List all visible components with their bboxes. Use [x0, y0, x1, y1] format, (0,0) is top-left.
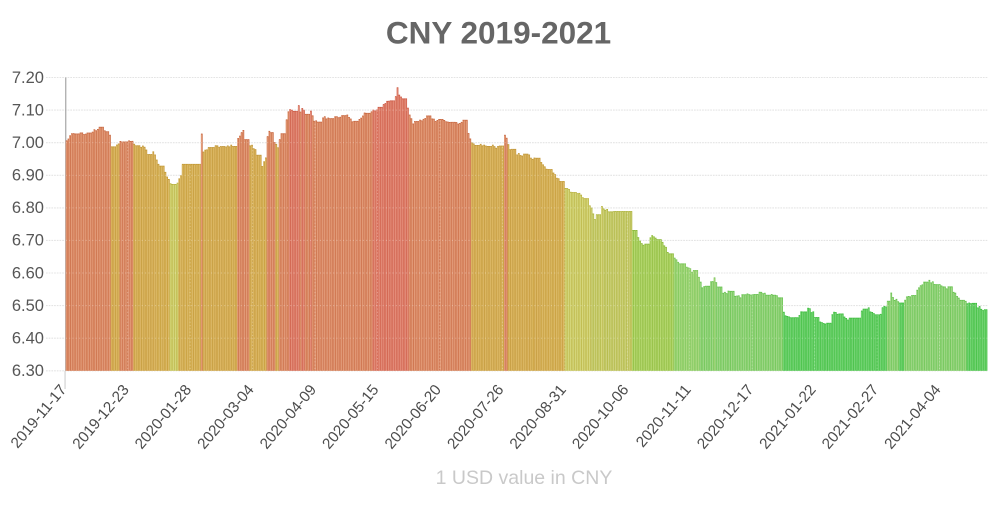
- svg-text:6.60: 6.60: [12, 264, 44, 282]
- svg-text:6.30: 6.30: [12, 362, 44, 380]
- svg-text:6.80: 6.80: [12, 199, 44, 217]
- svg-text:6.90: 6.90: [12, 167, 44, 185]
- svg-text:1 USD value in CNY: 1 USD value in CNY: [436, 467, 613, 489]
- svg-text:7.10: 7.10: [12, 101, 44, 119]
- svg-text:6.70: 6.70: [12, 232, 44, 250]
- svg-text:6.40: 6.40: [12, 330, 44, 348]
- svg-text:CNY 2019-2021: CNY 2019-2021: [386, 15, 611, 51]
- svg-text:7.00: 7.00: [12, 134, 44, 152]
- svg-text:6.50: 6.50: [12, 297, 44, 315]
- svg-text:7.20: 7.20: [12, 69, 44, 87]
